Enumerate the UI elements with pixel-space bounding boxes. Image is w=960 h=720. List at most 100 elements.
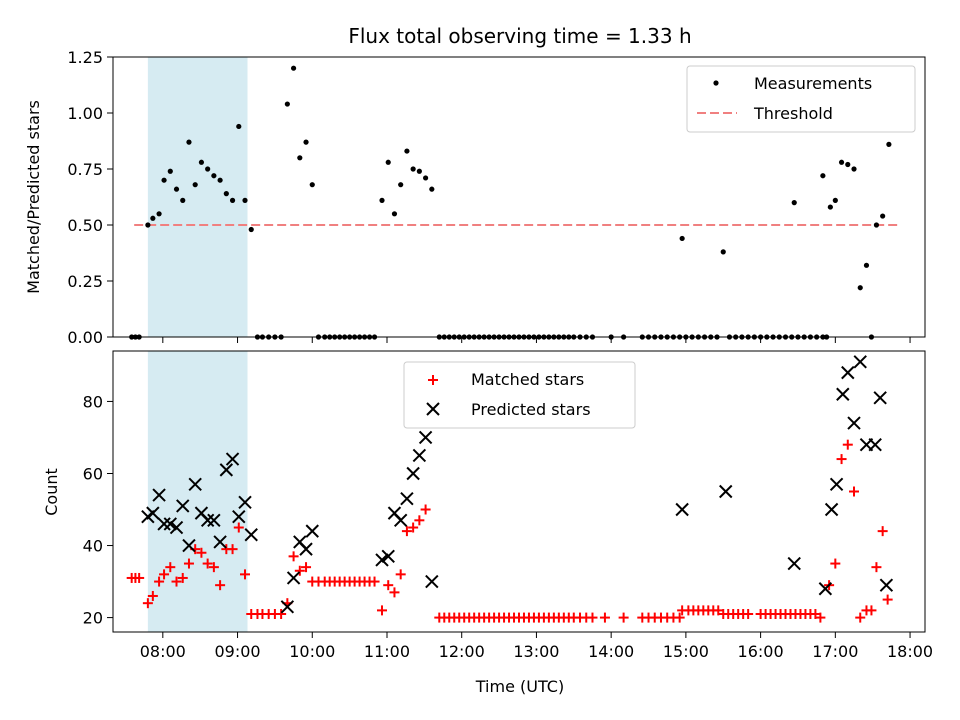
- x-tick-label: 14:00: [588, 642, 634, 661]
- predicted-star-point: [847, 416, 861, 430]
- matched-star-point: [134, 572, 145, 583]
- measurement-point: [832, 197, 838, 203]
- measurement-point: [880, 213, 886, 219]
- predicted-star-point: [836, 387, 850, 401]
- matched-star-point: [288, 551, 299, 562]
- predicted-star-point: [280, 600, 295, 614]
- matched-star-point: [233, 522, 244, 533]
- matched-star-point: [369, 576, 380, 587]
- top-y-tick-label: 0.75: [67, 160, 103, 179]
- bottom-y-tick-label: 80: [83, 392, 103, 411]
- bottom-panel: 20 40 60 80 08:00 09:00 10:00 11:00 12:00 13:00 1…: [42, 350, 933, 696]
- matched-star-point: [196, 547, 207, 558]
- matched-star-point: [849, 486, 860, 497]
- matched-star-point: [420, 504, 431, 515]
- top-y-tick-label: 1.25: [67, 48, 103, 67]
- predicted-star-point: [232, 510, 246, 524]
- measurement-point: [284, 101, 290, 107]
- measurement-point: [391, 211, 398, 217]
- legend-threshold-label: Threshold: [753, 104, 833, 123]
- matched-star-point: [842, 439, 853, 450]
- predicted-star-point: [225, 452, 240, 466]
- predicted-star-point: [146, 506, 160, 520]
- matched-star-point: [855, 612, 866, 623]
- legend-matched-marker: [428, 375, 438, 385]
- measurement-point: [379, 197, 385, 203]
- bottom-highlight-span: [147, 351, 248, 632]
- legend-measurements-label: Measurements: [754, 74, 872, 93]
- measurement-point: [145, 222, 151, 228]
- predicted-star-point: [207, 513, 221, 528]
- measurement-point: [180, 197, 186, 203]
- predicted-star-point: [163, 517, 177, 531]
- matched-star-point: [183, 558, 194, 569]
- chart-title: Flux total observing time = 1.33 h: [348, 24, 691, 48]
- predicted-star-point: [719, 484, 733, 499]
- matched-star-point: [383, 580, 394, 591]
- predicted-star-point: [381, 549, 395, 564]
- predicted-star-point: [393, 513, 408, 528]
- matched-star-point: [674, 612, 685, 623]
- matched-star-point: [171, 576, 182, 587]
- bottom-y-ticks: 20 40 60 80: [83, 392, 113, 628]
- measurement-point: [236, 123, 242, 130]
- legend-matched-label: Matched stars: [471, 370, 584, 389]
- measurement-point: [297, 155, 303, 161]
- matched-star-point: [830, 558, 841, 569]
- predicted-star-point: [169, 520, 184, 535]
- predicted-star-point: [787, 556, 801, 571]
- measurement-point: [217, 177, 223, 183]
- predicted-star-point: [238, 495, 252, 510]
- bottom-y-axis-label: Count: [42, 468, 61, 516]
- measurement-point: [156, 211, 162, 217]
- matched-star-point: [159, 569, 170, 580]
- matched-star-point: [408, 522, 419, 533]
- predicted-star-point: [375, 553, 389, 567]
- measurement-point: [820, 173, 826, 179]
- measurement-point: [827, 204, 833, 210]
- top-y-axis-label: Matched/Predicted stars: [24, 100, 43, 294]
- predicted-star-point: [824, 502, 839, 517]
- matched-star-point: [377, 605, 388, 616]
- matched-star-point: [240, 569, 251, 580]
- predicted-star-point: [188, 477, 202, 492]
- bottom-y-tick-label: 20: [83, 609, 103, 628]
- predicted-star-point: [675, 502, 689, 517]
- measurement-point: [167, 168, 173, 174]
- predicted-star-point: [200, 513, 215, 528]
- matched-star-point: [208, 562, 219, 573]
- measurement-point: [173, 186, 180, 192]
- matched-points: [126, 439, 893, 623]
- measurement-point: [248, 226, 254, 233]
- matched-star-point: [871, 562, 882, 573]
- matched-star-point: [389, 587, 400, 598]
- predicted-star-point: [412, 448, 427, 463]
- bottom-y-tick-label: 60: [83, 464, 103, 483]
- measurement-point: [150, 215, 156, 221]
- top-panel: 0.00 0.25 0.50 0.75 1.00 1.25 Matched/Predict…: [24, 48, 926, 347]
- measurement-point: [398, 182, 404, 188]
- x-tick-label: 18:00: [887, 642, 933, 661]
- measurement-point: [303, 139, 309, 145]
- predicted-star-point: [400, 491, 414, 506]
- predicted-star-point: [425, 574, 439, 589]
- x-tick-label: 12:00: [439, 642, 485, 661]
- top-highlight-span: [147, 57, 248, 337]
- measurement-point: [857, 285, 863, 291]
- matched-star-point: [154, 576, 165, 587]
- measurement-point: [223, 191, 229, 197]
- top-y-tick-label: 0.00: [67, 328, 103, 347]
- measurement-point: [309, 182, 315, 188]
- measurement-point: [161, 177, 167, 183]
- measurement-point: [791, 200, 797, 206]
- measurement-point: [429, 186, 435, 192]
- measurement-point: [290, 65, 297, 71]
- measurement-point: [242, 197, 248, 203]
- predicted-star-point: [152, 488, 166, 502]
- predicted-star-point: [841, 365, 855, 380]
- predicted-star-point: [244, 528, 258, 542]
- measurement-point: [385, 159, 391, 165]
- matched-star-point: [587, 612, 598, 623]
- predicted-star-point: [879, 578, 894, 592]
